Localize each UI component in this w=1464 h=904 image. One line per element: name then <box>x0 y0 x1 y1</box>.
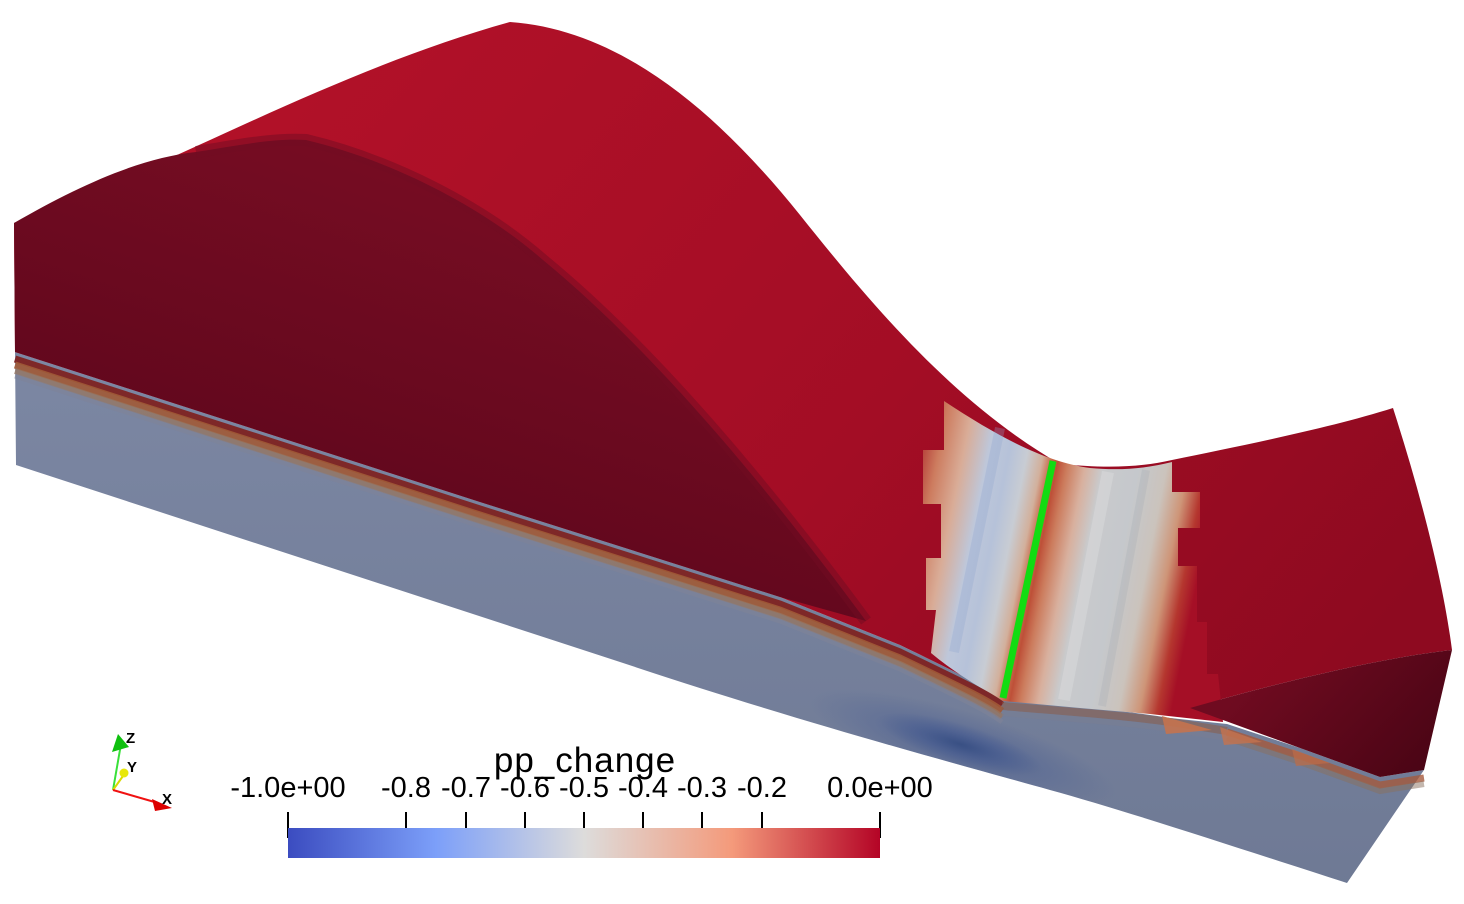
highlight-well-line <box>999 460 1057 699</box>
deep-pressure-spot <box>809 688 1117 806</box>
scalar-bar-tick <box>287 812 289 838</box>
x-axis-label: X <box>162 791 172 808</box>
scalar-bar-tick-label: -0.6 <box>500 772 550 804</box>
scalar-bar-tick <box>465 812 467 838</box>
z-axis-arrowhead-icon <box>112 734 129 752</box>
scalar-bar-tick <box>642 812 644 838</box>
scalar-bar-tick-label: -1.0e+00 <box>230 772 346 804</box>
valley-cell-streaks <box>949 426 1150 707</box>
scalar-bar-tick <box>701 812 703 838</box>
scalar-bar-title: pp_change <box>493 741 677 780</box>
scalar-bar-tick-label: -0.4 <box>618 772 668 804</box>
y-axis-arrowhead-icon <box>119 768 129 778</box>
z-axis-line <box>112 743 122 791</box>
scalar-bar-gradient <box>288 828 880 858</box>
end-cap-transition <box>1162 716 1425 795</box>
orientation-axes-widget: Z Y X <box>112 730 172 811</box>
scalar-bar-tick <box>879 812 881 838</box>
scalar-bar-tick-label: -0.7 <box>441 772 491 804</box>
x-axis-arrowhead-icon <box>152 799 172 811</box>
hill-front-slope <box>14 139 866 621</box>
scalar-bar-tick-label: -0.8 <box>381 772 431 804</box>
scalar-bar-tick-label: -0.2 <box>737 772 787 804</box>
scalar-bar-tick-label: 0.0e+00 <box>827 772 933 804</box>
scalar-bar-tick <box>524 812 526 838</box>
x-axis-line <box>112 789 159 804</box>
scalar-bar-tick <box>583 812 585 838</box>
scalar-bar-tick-label: -0.3 <box>677 772 727 804</box>
scalar-bar-tick <box>761 812 763 838</box>
scalar-bar-tick-label: -0.5 <box>559 772 609 804</box>
y-axis-label: Y <box>127 759 137 776</box>
surface-boundary-transition <box>13 355 1228 741</box>
y-axis-line <box>112 775 124 791</box>
right-end-cap-face <box>1190 650 1452 777</box>
scalar-bar-tick <box>405 812 407 838</box>
z-axis-label: Z <box>126 730 135 747</box>
hill-crest-shading <box>195 133 871 625</box>
valley-pressure-band <box>923 401 1223 722</box>
